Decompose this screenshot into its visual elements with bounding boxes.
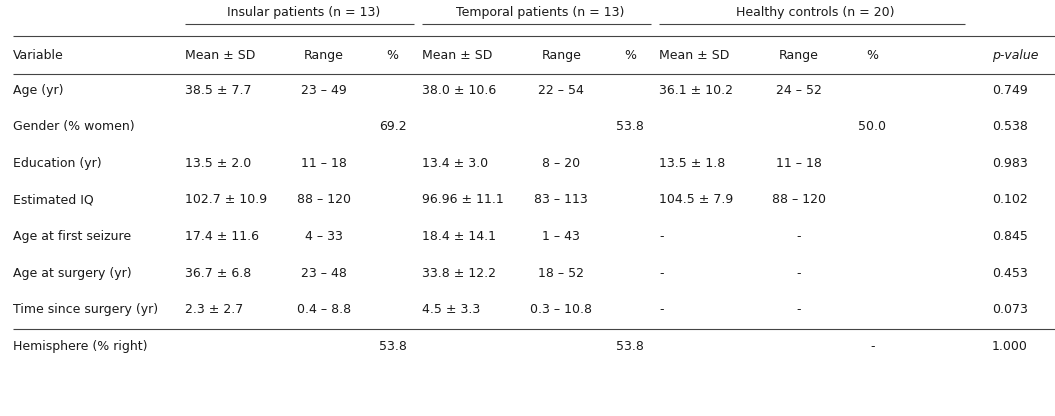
Text: 0.073: 0.073 bbox=[992, 303, 1028, 316]
Text: Mean ± SD: Mean ± SD bbox=[185, 49, 255, 62]
Text: 102.7 ± 10.9: 102.7 ± 10.9 bbox=[185, 193, 267, 206]
Text: 53.8: 53.8 bbox=[379, 340, 406, 353]
Text: 0.102: 0.102 bbox=[992, 193, 1028, 206]
Text: 36.1 ± 10.2: 36.1 ± 10.2 bbox=[659, 84, 733, 97]
Text: 0.983: 0.983 bbox=[992, 157, 1028, 170]
Text: 50.0: 50.0 bbox=[859, 120, 886, 133]
Text: Temporal patients (n = 13): Temporal patients (n = 13) bbox=[457, 6, 625, 19]
Text: 8 – 20: 8 – 20 bbox=[542, 157, 580, 170]
Text: Healthy controls (n = 20): Healthy controls (n = 20) bbox=[735, 6, 895, 19]
Text: 23 – 49: 23 – 49 bbox=[301, 84, 347, 97]
Text: 83 – 113: 83 – 113 bbox=[535, 193, 588, 206]
Text: Hemisphere (% right): Hemisphere (% right) bbox=[13, 340, 147, 353]
Text: Range: Range bbox=[541, 49, 581, 62]
Text: 0.538: 0.538 bbox=[992, 120, 1028, 133]
Text: 36.7 ± 6.8: 36.7 ± 6.8 bbox=[185, 267, 251, 280]
Text: %: % bbox=[624, 49, 636, 62]
Text: 13.5 ± 1.8: 13.5 ± 1.8 bbox=[659, 157, 726, 170]
Text: 88 – 120: 88 – 120 bbox=[771, 193, 826, 206]
Text: Age at first seizure: Age at first seizure bbox=[13, 230, 131, 243]
Text: 11 – 18: 11 – 18 bbox=[301, 157, 347, 170]
Text: -: - bbox=[659, 303, 664, 316]
Text: 18 – 52: 18 – 52 bbox=[538, 267, 584, 280]
Text: 23 – 48: 23 – 48 bbox=[301, 267, 347, 280]
Text: 17.4 ± 11.6: 17.4 ± 11.6 bbox=[185, 230, 258, 243]
Text: 22 – 54: 22 – 54 bbox=[538, 84, 584, 97]
Text: -: - bbox=[659, 267, 664, 280]
Text: 1 – 43: 1 – 43 bbox=[542, 230, 580, 243]
Text: Gender (% women): Gender (% women) bbox=[13, 120, 134, 133]
Text: 0.4 – 8.8: 0.4 – 8.8 bbox=[296, 303, 351, 316]
Text: -: - bbox=[870, 340, 875, 353]
Text: 1.000: 1.000 bbox=[992, 340, 1028, 353]
Text: Insular patients (n = 13): Insular patients (n = 13) bbox=[227, 6, 380, 19]
Text: 18.4 ± 14.1: 18.4 ± 14.1 bbox=[422, 230, 496, 243]
Text: -: - bbox=[797, 303, 801, 316]
Text: 53.8: 53.8 bbox=[616, 120, 644, 133]
Text: Education (yr): Education (yr) bbox=[13, 157, 101, 170]
Text: Estimated IQ: Estimated IQ bbox=[13, 193, 94, 206]
Text: -: - bbox=[797, 230, 801, 243]
Text: Mean ± SD: Mean ± SD bbox=[422, 49, 493, 62]
Text: 13.4 ± 3.0: 13.4 ± 3.0 bbox=[422, 157, 488, 170]
Text: %: % bbox=[866, 49, 879, 62]
Text: 2.3 ± 2.7: 2.3 ± 2.7 bbox=[185, 303, 243, 316]
Text: 38.0 ± 10.6: 38.0 ± 10.6 bbox=[422, 84, 496, 97]
Text: 38.5 ± 7.7: 38.5 ± 7.7 bbox=[185, 84, 251, 97]
Text: Time since surgery (yr): Time since surgery (yr) bbox=[13, 303, 158, 316]
Text: Variable: Variable bbox=[13, 49, 63, 62]
Text: %: % bbox=[386, 49, 399, 62]
Text: Range: Range bbox=[779, 49, 819, 62]
Text: 0.453: 0.453 bbox=[992, 267, 1028, 280]
Text: Age (yr): Age (yr) bbox=[13, 84, 63, 97]
Text: 0.3 – 10.8: 0.3 – 10.8 bbox=[531, 303, 592, 316]
Text: 53.8: 53.8 bbox=[616, 340, 644, 353]
Text: 4 – 33: 4 – 33 bbox=[305, 230, 343, 243]
Text: 24 – 52: 24 – 52 bbox=[775, 84, 822, 97]
Text: 4.5 ± 3.3: 4.5 ± 3.3 bbox=[422, 303, 480, 316]
Text: Mean ± SD: Mean ± SD bbox=[659, 49, 730, 62]
Text: 0.845: 0.845 bbox=[992, 230, 1028, 243]
Text: -: - bbox=[797, 267, 801, 280]
Text: 0.749: 0.749 bbox=[992, 84, 1028, 97]
Text: 96.96 ± 11.1: 96.96 ± 11.1 bbox=[422, 193, 503, 206]
Text: Range: Range bbox=[304, 49, 344, 62]
Text: -: - bbox=[659, 230, 664, 243]
Text: 33.8 ± 12.2: 33.8 ± 12.2 bbox=[422, 267, 496, 280]
Text: 13.5 ± 2.0: 13.5 ± 2.0 bbox=[185, 157, 251, 170]
Text: 11 – 18: 11 – 18 bbox=[775, 157, 822, 170]
Text: 104.5 ± 7.9: 104.5 ± 7.9 bbox=[659, 193, 733, 206]
Text: p-value: p-value bbox=[992, 49, 1038, 62]
Text: 88 – 120: 88 – 120 bbox=[296, 193, 351, 206]
Text: 69.2: 69.2 bbox=[379, 120, 406, 133]
Text: Age at surgery (yr): Age at surgery (yr) bbox=[13, 267, 131, 280]
